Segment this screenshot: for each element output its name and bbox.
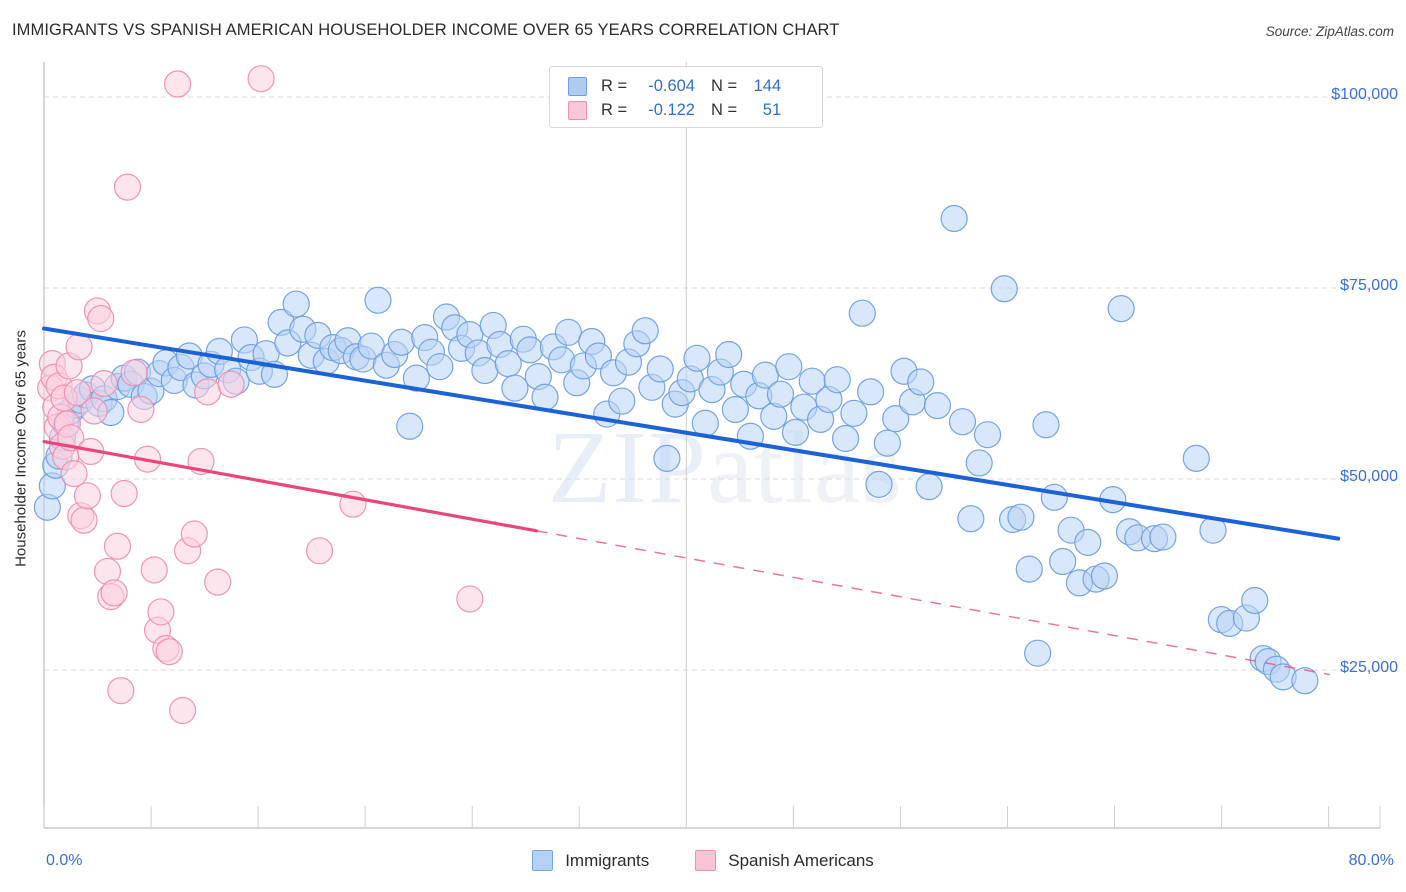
legend-label-spanish-americans: Spanish Americans bbox=[728, 850, 874, 870]
correlation-row-immigrants: R = -0.604 N = 144 bbox=[550, 74, 822, 98]
y-tick-label-75000: $75,000 bbox=[1340, 277, 1398, 294]
n-value-immigrants: 144 bbox=[753, 76, 782, 95]
r-label-spanish-americans: R = bbox=[601, 100, 628, 119]
legend-color-immigrants-icon bbox=[532, 850, 554, 871]
legend-item-spanish-americans[interactable]: Spanish Americans bbox=[695, 850, 874, 871]
correlation-legend: R = -0.604 N = 144 R = -0.122 N = 51 bbox=[549, 66, 823, 128]
x-tick-label-max: 80.0% bbox=[1348, 852, 1394, 869]
n-value-spanish-americans: 51 bbox=[762, 100, 782, 119]
legend-label-immigrants: Immigrants bbox=[565, 850, 650, 870]
r-value-spanish-americans: -0.122 bbox=[648, 100, 695, 119]
n-label-spanish-americans: N = bbox=[711, 100, 738, 119]
r-label-immigrants: R = bbox=[601, 76, 628, 95]
y-tick-label-100000: $100,000 bbox=[1331, 86, 1398, 103]
page-title: IMMIGRANTS VS SPANISH AMERICAN HOUSEHOLD… bbox=[12, 21, 840, 39]
y-tick-label-50000: $50,000 bbox=[1340, 468, 1398, 485]
x-tick-label-min: 0.0% bbox=[46, 852, 83, 869]
series-points-immigrants bbox=[33, 204, 1319, 695]
correlation-row-spanish-americans: R = -0.122 N = 51 bbox=[550, 98, 822, 122]
r-value-immigrants: -0.604 bbox=[648, 76, 695, 95]
trendline-spanish-americans bbox=[42, 439, 1331, 676]
y-axis-title: Householder Income Over 65 years bbox=[12, 330, 30, 567]
legend-color-spanish-americans-icon bbox=[695, 850, 717, 871]
source-label: Source: ZipAtlas.com bbox=[1265, 24, 1394, 39]
y-tick-label-25000: $25,000 bbox=[1340, 659, 1398, 676]
axis-lines bbox=[43, 62, 1381, 829]
trendline-immigrants bbox=[42, 326, 1341, 541]
series-legend: Immigrants Spanish Americans bbox=[0, 850, 1406, 871]
n-label-immigrants: N = bbox=[711, 76, 738, 95]
legend-item-immigrants[interactable]: Immigrants bbox=[532, 850, 649, 871]
legend-swatch-immigrants-icon bbox=[568, 76, 587, 96]
legend-swatch-spanish-americans-icon bbox=[568, 100, 587, 120]
series-points-spanish-americans bbox=[37, 65, 484, 725]
